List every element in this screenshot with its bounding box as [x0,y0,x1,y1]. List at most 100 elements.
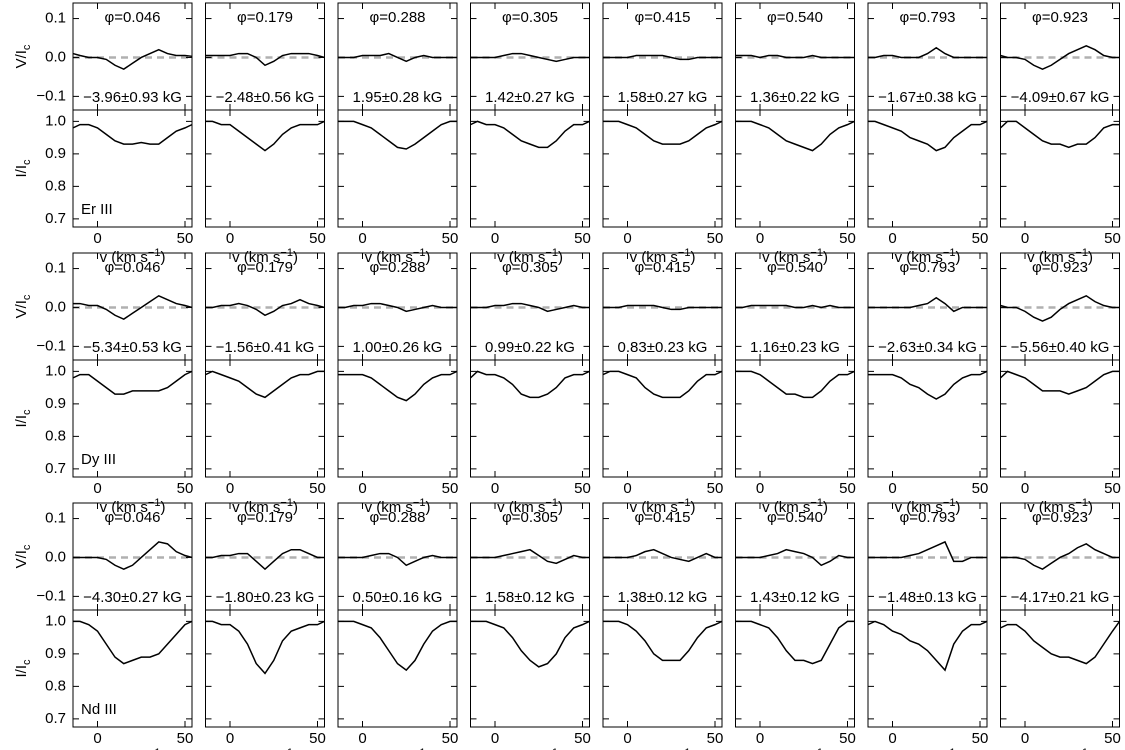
y-tick-label: 0.7 [45,210,66,227]
stokes-v-line [868,46,987,59]
i-panel-frame [602,109,723,228]
x-tick-label: 0 [226,230,234,247]
phase-label: φ=0.793 [899,9,955,26]
field-label: −1.80±0.23 kG [216,589,315,606]
i-panel-frame [867,359,988,478]
x-axis-label: v (km s−1) [497,747,563,750]
stokes-v-line [735,304,855,309]
y-label-text: I/I [13,165,30,178]
y-axis-label: I/Ic [13,409,33,428]
stokes-i-line [999,370,1120,395]
x-tick-label: 0 [93,480,101,497]
stokes-i-line [72,123,193,145]
field-label: 1.16±0.23 kG [750,339,840,356]
y-label-text: I/I [13,415,30,428]
stokes-i-line [338,370,458,402]
i-panel-frame [735,359,855,478]
y-label-sub: c [21,44,33,50]
phase-label: φ=0.305 [502,9,558,26]
x-tick-label: 0 [491,730,499,747]
y-tick-label: 0.7 [45,460,66,477]
y-label-text: V/I [13,300,30,318]
stokes-v-line [205,298,325,317]
y-axis-label: I/Ic [13,659,33,678]
x-tick-label: 50 [707,730,724,747]
x-tick-label: 0 [888,730,896,747]
x-tick-label: 0 [888,480,896,497]
stokes-i-line [338,620,457,672]
i-panel-frame [602,609,723,728]
x-label-text: v (km s [100,749,148,750]
x-tick-label: 50 [972,230,989,247]
field-label: 1.38±0.12 kG [618,589,708,606]
y-tick-label: 0.1 [45,260,66,277]
stokes-v-line [735,54,855,59]
x-label-text: ) [690,249,695,266]
stokes-v-line [205,52,325,67]
y-tick-label: 0.1 [45,10,66,27]
x-tick-label: 50 [972,730,989,747]
x-label-text: v (km s [762,749,810,750]
x-label-sup: −1 [545,747,558,750]
i-panel-frame [337,359,458,478]
y-axis-label: V/Ic [13,544,33,568]
x-label-text: ) [558,749,563,750]
x-tick-label: 50 [442,230,459,247]
stokes-i-line [868,370,988,400]
stokes-v-line [1000,542,1120,571]
i-panel-frame [205,359,325,478]
x-tick-label: 50 [574,730,591,747]
i-panel-frame [337,109,458,228]
y-tick-label: 0.8 [45,677,66,694]
stokes-v-line [735,548,855,567]
y-tick-label: 0.1 [45,510,66,527]
i-panel-frame [867,609,988,728]
i-panel-frame [735,109,855,228]
y-label-text: I/I [13,665,30,678]
x-tick-label: 50 [839,480,856,497]
x-tick-label: 50 [574,480,591,497]
x-label-text: ) [425,499,430,516]
x-tick-label: 50 [442,730,459,747]
x-axis-label: v (km s−1) [100,747,166,750]
x-tick-label: 50 [839,230,856,247]
x-tick-label: 50 [442,480,459,497]
x-label-text: v (km s [895,749,943,750]
x-label-text: ) [425,249,430,266]
stokes-i-line [602,370,723,399]
x-label-text: ) [558,499,563,516]
i-panel-frame [735,609,855,728]
x-tick-label: 0 [1021,730,1029,747]
x-tick-label: 0 [1021,480,1029,497]
y-label-sub: c [21,159,33,165]
stokes-v-line [1000,44,1120,70]
y-tick-label: 0.9 [45,145,66,162]
x-label-text: v (km s [630,749,678,750]
x-label-text: ) [293,749,298,750]
i-panel-frame [337,609,458,728]
phase-label: φ=0.179 [237,509,293,526]
y-axis-label: V/Ic [13,44,33,68]
stokes-i-line [470,620,590,668]
i-panel-frame [72,359,193,478]
stokes-i-line [603,120,723,145]
element-label: Er III [81,201,113,218]
stokes-i-line [205,120,325,152]
y-tick-label: 0.0 [45,298,66,315]
stokes-v-line [470,302,590,313]
y-tick-label: −0.1 [36,87,66,104]
phase-label: φ=0.305 [502,509,558,526]
phase-label: φ=0.415 [634,259,690,276]
x-label-text: ) [160,249,165,266]
i-panel-frame [867,109,988,228]
phase-label: φ=0.179 [237,9,293,26]
stokes-v-line [868,296,987,313]
stokes-v-line [1000,294,1120,322]
phase-label: φ=0.540 [767,9,823,26]
stokes-v-line [470,548,590,565]
x-tick-label: 50 [1104,230,1121,247]
field-label: 1.42±0.27 kG [485,89,575,106]
x-tick-label: 0 [358,230,366,247]
x-label-text: ) [690,499,695,516]
